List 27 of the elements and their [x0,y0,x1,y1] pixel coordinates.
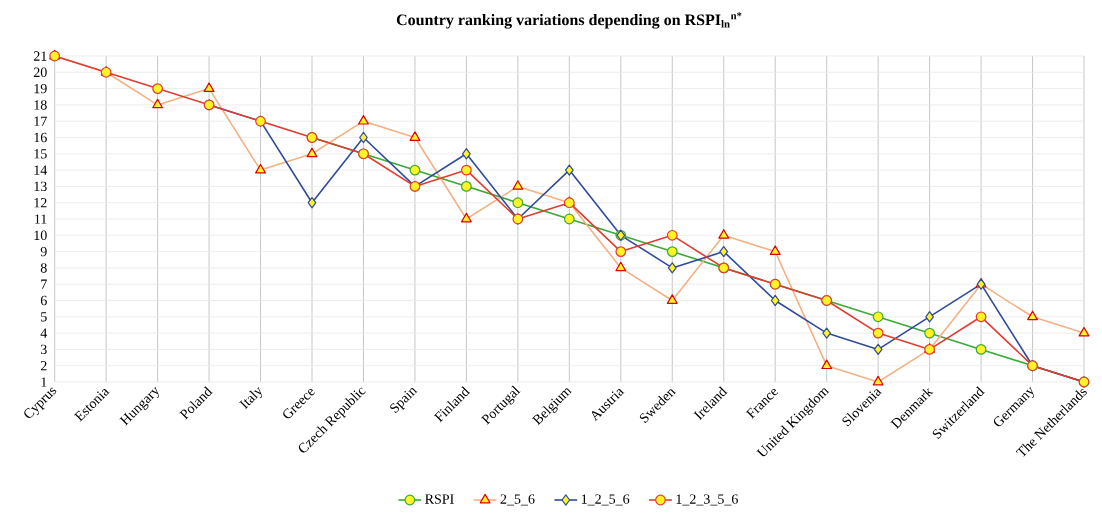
y-tick-label: 5 [41,312,47,322]
y-tick-label: 12 [34,198,47,208]
y-tick-label: 2 [40,361,47,371]
y-tick-label: 6 [40,295,47,306]
y-tick-label: 18 [34,100,47,110]
y-tick-label: 4 [40,328,48,338]
y-tick-label: 1 [41,377,47,387]
y-tick-label: 15 [34,149,47,159]
legend-label: 2_5_6 [500,494,535,506]
x-tick-label: Italy [239,386,262,410]
y-tick-label: 13 [34,181,47,192]
y-tick-label: 9 [40,246,47,257]
y-tick-label: 10 [34,230,47,241]
legend-label: 1_2_3_5_6 [676,494,738,506]
y-tick-label: 21 [33,51,47,61]
y-tick-label: 11 [35,214,47,224]
y-tick-label: 8 [40,263,47,273]
y-tick-label: 7 [41,279,47,289]
chart-title: Country ranking variations depending on RSPI$_{ln}$n* [396,12,742,29]
y-tick-label: 20 [33,67,47,78]
y-tick-label: 19 [34,83,47,94]
y-tick-label: 16 [34,132,47,143]
y-tick-label: 14 [34,165,48,175]
legend-label: RSPI [425,494,454,504]
legend-label: 1_2_5_6 [581,494,630,506]
y-tick-label: 3 [40,344,47,355]
y-tick-label: 17 [34,116,47,126]
